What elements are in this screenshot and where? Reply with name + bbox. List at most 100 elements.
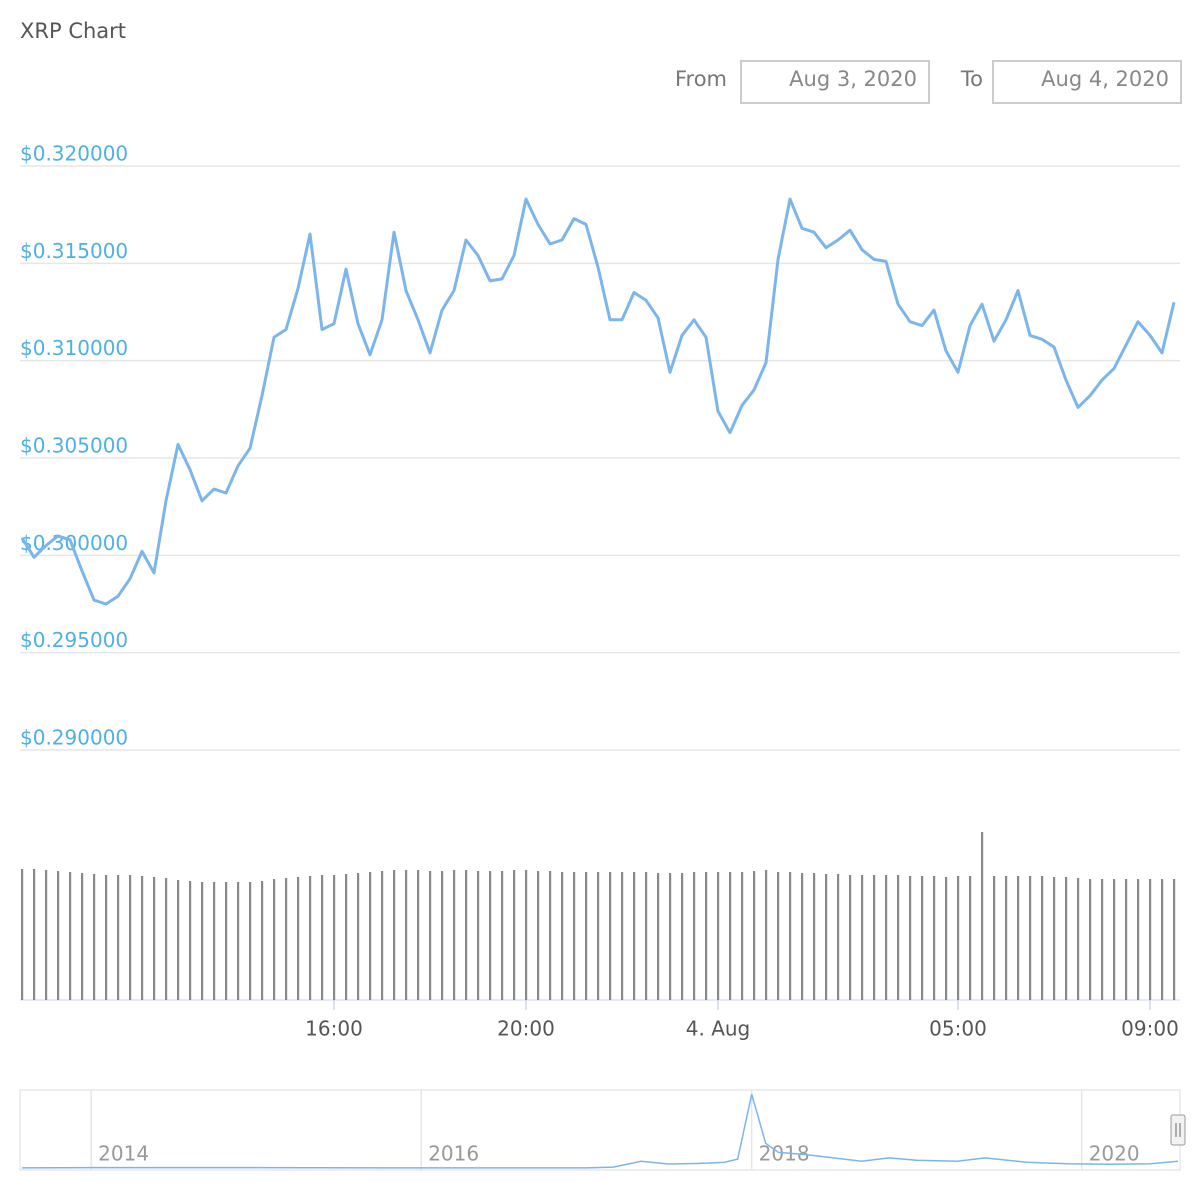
volume-bar [645,872,648,1000]
volume-bar [1137,879,1140,1000]
to-label: To [960,67,983,91]
volume-bar [825,874,828,1000]
volume-bar [117,875,120,1000]
volume-bar [297,877,300,1000]
volume-bar [813,873,816,1000]
navigator-handle[interactable] [1170,1114,1186,1146]
volume-bar [861,875,864,1000]
volume-bar [1173,879,1176,1000]
volume-bar [189,881,192,1000]
y-tick-label: $0.310000 [20,336,128,360]
volume-bar [741,872,744,1000]
volume-bar [1149,879,1152,1000]
volume-bar [129,875,132,1000]
volume-bar [801,873,804,1000]
volume-bar [501,871,504,1000]
volume-bar [1089,879,1092,1000]
y-tick-label: $0.315000 [20,239,128,263]
volume-bar [81,873,84,1000]
volume-bar [609,872,612,1000]
volume-bar [525,870,528,1000]
to-input[interactable] [992,60,1182,104]
volume-bar [273,879,276,1000]
volume-bar [453,870,456,1000]
volume-bar [849,875,852,1000]
volume-bar [285,878,288,1000]
volume-bar [429,871,432,1000]
volume-bar [789,872,792,1000]
volume-bar [1029,876,1032,1000]
x-tick-label: 05:00 [929,1017,987,1041]
volume-bar [69,872,72,1000]
volume-bar [993,876,996,1000]
volume-bar [345,874,348,1000]
volume-bar [45,870,48,1000]
volume-bar [969,876,972,1000]
volume-bar [105,875,108,1000]
volume-bar [381,871,384,1000]
y-tick-label: $0.295000 [20,628,128,652]
to-date[interactable]: Aug 4, 2020 [1041,67,1169,91]
volume-bar [633,872,636,1000]
volume-bar [753,871,756,1000]
volume-bar [1113,879,1116,1000]
volume-bar [585,872,588,1000]
volume-bar [765,870,768,1000]
volume-bar [777,872,780,1000]
chart-title: XRP Chart [20,19,126,43]
volume-bar [537,871,540,1000]
volume-bar [201,882,204,1000]
volume-bar [369,872,372,1000]
volume-bar [693,872,696,1000]
volume-bar [309,876,312,1000]
navigator-line [21,1093,1179,1169]
volume-bar [321,875,324,1000]
volume-bar [573,872,576,1000]
volume-bar [489,871,492,1000]
volume-bar [897,875,900,1000]
navigator-frame [19,1089,1181,1171]
navigator-tick-label: 2014 [98,1142,149,1166]
volume-bar [933,876,936,1000]
volume-bar [1053,877,1056,1000]
from-input[interactable] [740,60,930,104]
volume-bar [393,870,396,1000]
y-tick-label: $0.290000 [20,726,128,750]
volume-bar [981,832,984,1000]
volume-bar [153,877,156,1000]
volume-bar [225,882,228,1000]
from-date[interactable]: Aug 3, 2020 [789,67,917,91]
volume-bar [441,871,444,1000]
navigator-tick-label: 2016 [428,1142,479,1166]
volume-bar [333,875,336,1000]
volume-bar [1077,878,1080,1000]
volume-bar [261,881,264,1000]
volume-bar [357,873,360,1000]
x-tick-label: 09:00 [1121,1017,1179,1041]
y-tick-label: $0.320000 [20,142,128,166]
volume-bar [561,872,564,1000]
volume-bar [873,875,876,1000]
volume-bar [621,872,624,1000]
volume-bar [705,872,708,1000]
volume-bar [909,876,912,1000]
volume-bar [717,872,720,1000]
volume-bar [21,869,24,1000]
volume-bar [33,869,36,1000]
volume-bar [597,872,600,1000]
x-tick-label: 20:00 [497,1017,555,1041]
volume-bar [1041,876,1044,1000]
volume-bar [213,882,216,1000]
volume-bar [405,870,408,1000]
volume-bar [513,870,516,1000]
volume-bar [945,877,948,1000]
volume-bar [249,882,252,1000]
volume-bar [477,871,480,1000]
volume-bar [669,873,672,1000]
x-tick-label: 16:00 [305,1017,363,1041]
x-tick-label: 4. Aug [686,1017,751,1041]
y-tick-label: $0.305000 [20,434,128,458]
volume-bar [1005,876,1008,1000]
volume-bar [177,880,180,1000]
